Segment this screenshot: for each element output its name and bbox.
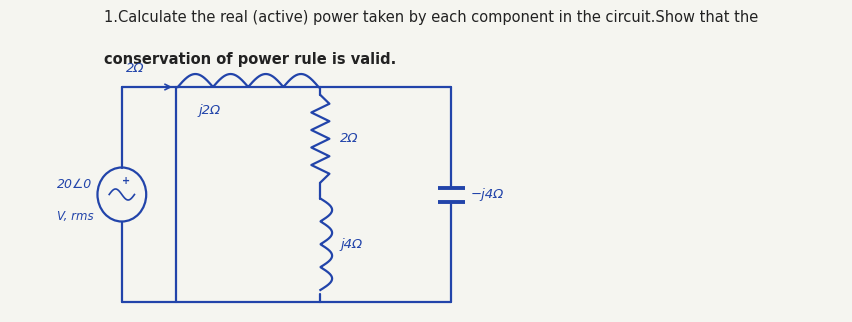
Text: 1.Calculate the real (active) power taken by each component in the circuit.Show : 1.Calculate the real (active) power take… [104,10,758,25]
Text: j4Ω: j4Ω [340,238,362,251]
Text: V, rms: V, rms [56,210,93,223]
Text: conservation of power rule is valid.: conservation of power rule is valid. [104,52,396,67]
Text: j2Ω: j2Ω [199,104,221,117]
Text: 2Ω: 2Ω [126,62,145,75]
Text: +: + [123,175,130,185]
Text: 20∠0: 20∠0 [57,178,93,191]
Text: 2Ω: 2Ω [340,132,359,145]
Text: −j4Ω: −j4Ω [471,188,504,201]
